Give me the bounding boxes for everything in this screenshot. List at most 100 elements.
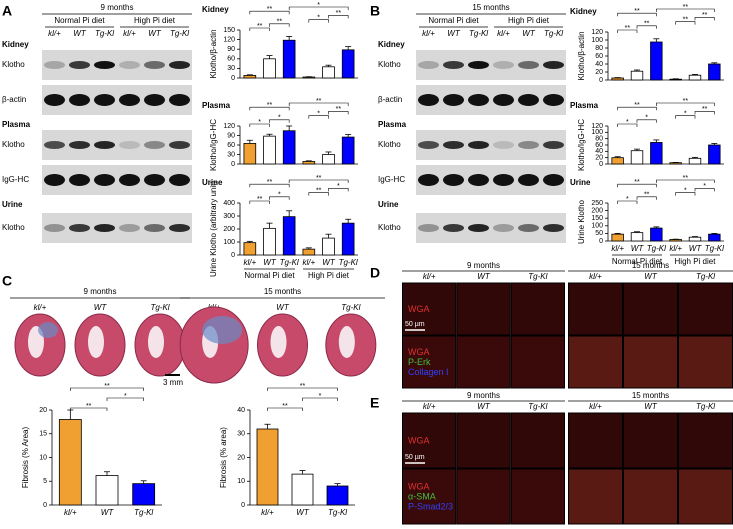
lane-label: kl/+ (422, 29, 435, 38)
blot-band (44, 61, 65, 69)
blot-band (418, 141, 439, 149)
bar (243, 75, 257, 79)
significance-label: ** (104, 383, 110, 390)
bar (708, 233, 721, 242)
error-bar (264, 423, 271, 429)
error-bar (334, 483, 341, 486)
bar (341, 222, 355, 256)
significance-bracket (249, 10, 290, 15)
group-label: High Pi diet (308, 271, 350, 280)
blot-band (543, 224, 564, 232)
bar (650, 227, 663, 242)
blot-band (69, 94, 90, 106)
heart-lumen (88, 326, 104, 358)
micrograph (568, 468, 623, 525)
significance-label: * (626, 119, 629, 126)
significance-label: ** (86, 403, 92, 410)
bar (630, 70, 644, 81)
blot-band (418, 224, 439, 232)
blot-band (69, 174, 90, 186)
bar (611, 77, 624, 81)
error-bar (345, 134, 352, 138)
micrograph (456, 335, 511, 389)
micrograph (623, 335, 678, 389)
blot-band (144, 174, 165, 186)
micrograph (623, 412, 678, 469)
lane-label: WT (447, 29, 461, 38)
error-bar (614, 232, 621, 235)
y-tick-label: 60 (595, 53, 603, 60)
blot (416, 85, 566, 115)
significance-label: ** (316, 187, 322, 194)
lane-label: Tg-Kl (696, 402, 715, 411)
significance-bracket (308, 19, 329, 23)
significance-label: ** (702, 106, 708, 113)
row-label: Klotho (2, 223, 25, 232)
x-tick-label: WT (296, 508, 310, 517)
blot-band (144, 141, 165, 149)
panel-label: C (2, 273, 12, 289)
y-axis-label: Klotho/IgG-HC (577, 119, 586, 171)
panel-label: A (2, 3, 12, 19)
significance-label: ** (634, 8, 640, 15)
x-tick-label: Tg-Kl (339, 258, 358, 267)
column-header: 15 months (632, 261, 669, 270)
lane-label: Tg-Kl (341, 303, 360, 312)
significance-bracket (249, 123, 270, 127)
micrograph (678, 282, 733, 336)
x-tick-label: WT (689, 244, 703, 253)
significance-label: ** (683, 175, 689, 182)
y-axis-label: Urine Klotho (577, 199, 586, 244)
y-tick-label: 400 (223, 200, 235, 207)
stain-label: α-SMA (408, 491, 436, 501)
error-bar (286, 210, 293, 217)
significance-bracket (617, 123, 638, 127)
y-tick-label: 20 (39, 407, 47, 414)
significance-label: * (337, 183, 340, 190)
error-bar (634, 69, 640, 72)
significance-label: ** (316, 98, 322, 105)
y-tick-label: 80 (595, 136, 603, 143)
lane-label: WT (477, 272, 491, 281)
lane-label: kl/+ (423, 402, 436, 411)
row-label: Klotho (2, 60, 25, 69)
y-tick-label: 40 (595, 148, 603, 155)
significance-label: * (626, 196, 629, 203)
stain-label: P-Erk (408, 357, 431, 367)
bar (650, 41, 663, 81)
stain-label: WGA (408, 481, 430, 491)
error-bar (345, 46, 352, 50)
error-bar (653, 226, 660, 229)
bar (322, 154, 335, 165)
blot-header: 9 months (101, 3, 134, 12)
significance-label: ** (634, 102, 640, 109)
lane-label: kl/+ (48, 29, 61, 38)
lane-label: kl/+ (589, 402, 602, 411)
error-bar (305, 160, 312, 162)
group-label: Normal Pi diet (612, 257, 663, 266)
fibrosis (38, 322, 58, 338)
significance-label: * (684, 187, 687, 194)
bar (322, 66, 335, 79)
significance-label: ** (277, 19, 283, 26)
significance-label: ** (644, 21, 650, 28)
x-tick-label: WT (631, 244, 645, 253)
micrograph (456, 468, 511, 525)
y-tick-label: 30 (227, 65, 235, 72)
blot-band (493, 61, 514, 69)
bar (708, 144, 721, 165)
x-tick-label: kl/+ (669, 244, 682, 253)
blot-band (169, 141, 190, 149)
bar (341, 49, 355, 79)
significance-bracket (636, 25, 657, 29)
stain-label: Collagen I (408, 367, 449, 377)
significance-bracket (267, 387, 338, 391)
chart-title: Kidney (202, 5, 229, 14)
y-tick-label: 100 (591, 37, 603, 44)
y-tick-label: 20 (595, 155, 603, 162)
lane-label: WT (644, 402, 658, 411)
blot-band (493, 174, 514, 186)
blot-band (443, 94, 464, 106)
bar (282, 39, 296, 79)
